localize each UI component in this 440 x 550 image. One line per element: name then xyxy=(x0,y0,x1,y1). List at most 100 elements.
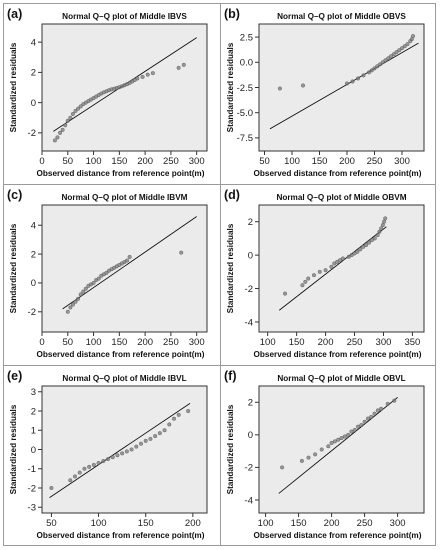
x-tick-label: 300 xyxy=(189,337,205,348)
data-point xyxy=(355,424,360,429)
chart-title: Normal Q–Q plot of Middle IBVM xyxy=(62,193,188,202)
data-point xyxy=(377,229,382,234)
data-point xyxy=(375,408,380,413)
y-tick-label: -2 xyxy=(245,463,253,474)
qq-plot-panel-6: (f) Normal Q–Q plot of Middle OBVL 100 150 2… xyxy=(224,369,425,540)
data-point xyxy=(150,71,155,76)
data-point xyxy=(148,436,153,441)
panel-letter: (f) xyxy=(224,369,237,383)
data-point xyxy=(397,48,402,53)
x-tick-label: 250 xyxy=(357,518,373,529)
panel-letter: (d) xyxy=(224,188,240,202)
y-tick-label: 0 xyxy=(31,98,36,109)
data-point xyxy=(283,291,288,296)
plot-area xyxy=(258,385,425,514)
data-point xyxy=(380,223,385,228)
data-point xyxy=(303,279,308,284)
x-axis-label: Observed distance from reference point(m… xyxy=(37,350,205,359)
y-tick-label: 2 xyxy=(248,217,253,228)
y-axis-label: Standardized residuals xyxy=(9,223,18,313)
x-tick-label: 100 xyxy=(86,337,102,348)
y-tick-label: 2 xyxy=(31,249,36,260)
data-point xyxy=(70,302,75,307)
data-point xyxy=(65,118,70,123)
chart-title: Normal Q–Q plot of Middle IBVL xyxy=(62,374,186,383)
x-axis-label: Observed distance from reference point(m… xyxy=(254,169,422,178)
x-tick-label: 100 xyxy=(91,518,107,529)
data-point xyxy=(300,283,305,288)
data-point xyxy=(70,111,75,116)
data-point xyxy=(83,286,88,291)
data-point xyxy=(369,414,374,419)
data-point xyxy=(375,64,380,69)
x-tick-label: 250 xyxy=(367,156,383,167)
reference-line xyxy=(278,397,398,494)
data-point xyxy=(329,264,334,269)
data-point xyxy=(135,76,140,81)
data-point xyxy=(366,70,371,75)
y-axis-label: Standardized residuals xyxy=(226,404,235,494)
x-tick-label: 200 xyxy=(185,518,201,529)
data-point xyxy=(63,123,68,128)
qq-plot-panel-4: (d) Normal Q–Q plot of Middle OBVM 100 150 2… xyxy=(224,188,425,359)
y-axis-label: Standardized residuals xyxy=(9,42,18,132)
data-point xyxy=(317,269,322,274)
data-point xyxy=(55,135,60,140)
data-point xyxy=(167,422,172,427)
data-point xyxy=(87,464,92,469)
data-point xyxy=(375,233,380,238)
data-point xyxy=(179,250,184,255)
data-point xyxy=(377,62,382,67)
x-tick-label: 150 xyxy=(111,337,127,348)
y-tick-label: 3 xyxy=(31,387,36,398)
y-tick-label: 0 xyxy=(248,430,253,441)
data-point xyxy=(73,299,78,304)
data-point xyxy=(379,226,384,231)
y-tick-label: 2 xyxy=(31,68,36,79)
x-tick-label: 100 xyxy=(258,518,274,529)
data-point xyxy=(171,416,176,421)
data-point xyxy=(58,130,63,135)
data-point xyxy=(101,459,106,464)
x-tick-label: 200 xyxy=(137,337,153,348)
x-tick-label: 350 xyxy=(404,337,420,348)
data-point xyxy=(186,409,191,414)
data-point xyxy=(176,65,181,70)
data-point xyxy=(299,458,304,463)
data-point xyxy=(68,115,73,120)
data-point xyxy=(82,466,87,471)
reference-line xyxy=(278,226,387,311)
qq-plot-panel-3: (c) Normal Q–Q plot of Middle IBVM 0 50 100 1… xyxy=(7,188,208,359)
x-tick-label: 50 xyxy=(62,337,73,348)
data-point xyxy=(176,412,181,417)
data-point xyxy=(306,455,311,460)
x-tick-label: 50 xyxy=(46,518,57,529)
data-point xyxy=(332,439,337,444)
y-tick-label: -2 xyxy=(28,307,36,318)
y-tick-label: -3 xyxy=(28,503,36,514)
data-point xyxy=(319,447,324,452)
data-point xyxy=(96,460,101,465)
row-divider-2 xyxy=(3,365,436,366)
x-tick-label: 0 xyxy=(39,337,44,348)
data-point xyxy=(402,44,407,49)
data-point xyxy=(78,104,83,109)
data-point xyxy=(181,62,186,67)
data-point xyxy=(76,106,81,111)
y-tick-label: 0 xyxy=(248,250,253,261)
x-tick-label: 100 xyxy=(86,156,102,167)
x-axis-label: Observed distance from reference point(m… xyxy=(37,169,205,178)
y-tick-label: 4 xyxy=(31,37,36,48)
data-point xyxy=(145,72,150,77)
x-tick-label: 250 xyxy=(163,156,179,167)
x-tick-label: 150 xyxy=(111,156,127,167)
panel-letter: (c) xyxy=(7,188,22,202)
data-point xyxy=(76,296,81,301)
y-tick-label: 0 xyxy=(31,278,36,289)
data-point xyxy=(115,453,120,458)
qq-plot-panel-2: (b) Normal Q–Q plot of Middle OBVS 50 100 15… xyxy=(224,7,425,178)
data-point xyxy=(355,249,360,254)
data-point xyxy=(277,86,282,91)
data-point xyxy=(77,470,82,475)
data-point xyxy=(383,58,388,63)
